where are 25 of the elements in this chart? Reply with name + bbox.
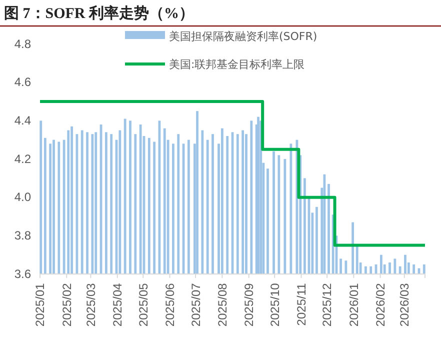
y-tick-label: 4.6 (14, 75, 32, 90)
legend-label: 美国:联邦基金目标利率上限 (169, 58, 305, 71)
x-tick-label: 2026/03 (398, 282, 412, 327)
x-tick-label: 2026/01 (346, 282, 361, 327)
y-tick-label: 4.0 (14, 190, 32, 204)
x-tick-label: 2025/12 (320, 282, 334, 327)
x-tick-label: 2025/07 (188, 282, 203, 327)
y-tick-label: 4.8 (14, 36, 32, 51)
x-tick-label: 2025/11 (294, 282, 308, 326)
x-tick-label: 2025/08 (215, 282, 230, 327)
y-tick-label: 3.8 (14, 228, 32, 243)
y-tick-label: 4.4 (14, 114, 32, 128)
chart-title: 图 7：SOFR 利率走势（%） (4, 4, 194, 22)
y-tick-label: 3.6 (14, 266, 32, 281)
y-tick-label: 4.2 (14, 152, 32, 166)
x-tick-label: 2025/09 (242, 282, 256, 327)
x-tick-label: 2025/10 (268, 282, 282, 327)
x-tick-label: 2025/04 (110, 282, 125, 327)
legend-label: 美国担保隔夜融资利率(SOFR) (169, 30, 318, 43)
x-tick-label: 2025/01 (33, 282, 48, 327)
x-tick-label: 2026/02 (374, 282, 388, 327)
x-tick-label: 2025/05 (136, 282, 150, 327)
x-tick-label: 2025/02 (60, 282, 74, 327)
x-tick-label: 2025/06 (162, 282, 177, 327)
x-tick-label: 2025/03 (84, 282, 98, 327)
